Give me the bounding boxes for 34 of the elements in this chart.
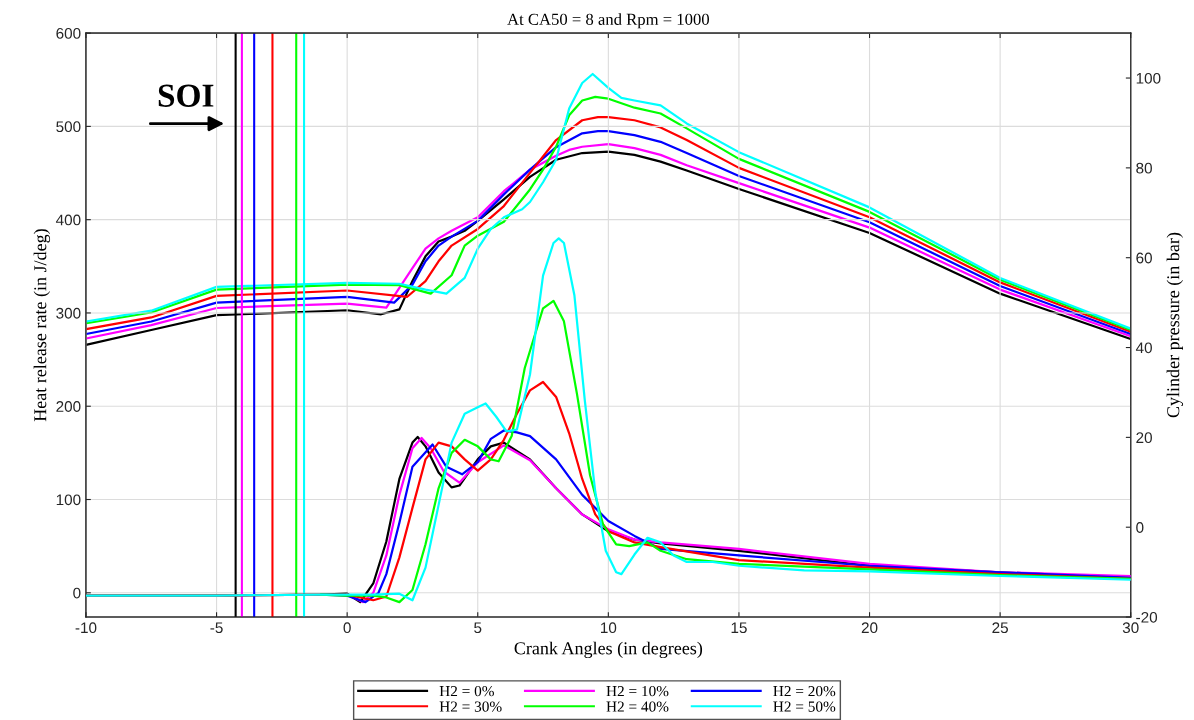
- y-tick-label: 500: [56, 121, 81, 133]
- y-axis-title: Heat release rate (in J/deg): [33, 229, 51, 422]
- y2-tick-label: 60: [1136, 252, 1152, 264]
- y2-tick-label: 100: [1136, 72, 1161, 84]
- y2-tick-label: 20: [1136, 432, 1152, 444]
- legend-label: H2 = 40%: [606, 701, 669, 712]
- y2-tick-label: 0: [1136, 522, 1144, 533]
- x-tick-label: 0: [343, 622, 351, 634]
- y2-tick-label: 80: [1136, 162, 1152, 174]
- y2-tick-label: 40: [1135, 342, 1152, 354]
- x-tick-label: 30: [1122, 622, 1139, 634]
- y-tick-label: 200: [56, 401, 81, 412]
- y-tick-label: 600: [56, 27, 81, 39]
- legend-label: H2 = 0%: [439, 685, 494, 697]
- y2-axis-title: Cylinder pressure (in bar): [1166, 232, 1184, 418]
- x-tick-label: 10: [601, 622, 617, 634]
- x-tick-label: -5: [210, 622, 223, 634]
- y-tick-label: 100: [56, 494, 81, 506]
- x-tick-label: 15: [731, 622, 747, 634]
- legend-label: H2 = 10%: [606, 685, 669, 697]
- y-tick-label: 400: [55, 214, 81, 226]
- y2-tick-label: -20: [1136, 611, 1158, 623]
- legend-label: H2 = 30%: [439, 701, 502, 712]
- y-tick-label: 300: [56, 307, 81, 319]
- annotation: SOI: [158, 84, 214, 107]
- x-tick-label: 5: [474, 622, 482, 634]
- legend-label: H2 = 50%: [773, 701, 836, 712]
- x-axis-title: Crank Angles (in degrees): [514, 641, 703, 659]
- legend-label: H2 = 20%: [773, 685, 836, 697]
- x-tick-label: 20: [861, 622, 878, 634]
- chart-title: At CA50 = 8 and Rpm = 1000: [507, 13, 710, 29]
- x-tick-label: 25: [992, 622, 1008, 634]
- y-tick-label: 0: [73, 587, 81, 599]
- x-tick-label: -10: [75, 622, 97, 634]
